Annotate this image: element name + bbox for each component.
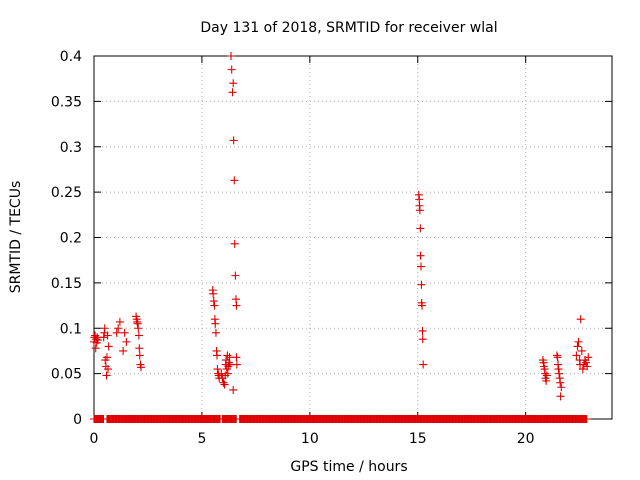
data-point <box>210 301 219 310</box>
data-point <box>230 176 239 185</box>
data-point <box>134 331 143 340</box>
y-tick-label: 0.35 <box>51 94 82 110</box>
data-point <box>417 280 426 289</box>
data-point <box>418 301 427 310</box>
data-point <box>219 378 228 387</box>
y-tick-label: 0.3 <box>60 140 82 156</box>
data-point <box>232 353 241 362</box>
data-point <box>229 385 238 394</box>
data-point <box>115 317 124 326</box>
data-point <box>227 52 236 60</box>
data-point <box>225 360 234 369</box>
data-point <box>227 65 236 74</box>
y-tick-label: 0.1 <box>60 321 82 337</box>
y-tick-label: 0.25 <box>51 185 82 201</box>
data-point <box>577 346 586 355</box>
data-point <box>416 262 425 271</box>
y-tick-label: 0.4 <box>60 49 82 65</box>
data-point <box>223 369 232 378</box>
data-point <box>103 331 112 340</box>
data-point <box>572 351 581 360</box>
data-point <box>102 353 111 362</box>
grid-lines <box>94 56 612 419</box>
x-axis-label: GPS time / hours <box>290 459 407 475</box>
data-points <box>90 52 593 423</box>
data-point <box>419 360 428 369</box>
data-point <box>553 353 562 362</box>
data-point <box>584 353 593 362</box>
data-point <box>224 358 233 367</box>
data-point <box>556 378 565 387</box>
data-point <box>418 326 427 335</box>
data-point <box>135 351 144 360</box>
data-point <box>134 324 143 333</box>
data-point <box>93 336 102 345</box>
data-point <box>228 88 237 97</box>
data-point <box>209 297 218 306</box>
x-tick-label: 10 <box>301 431 319 447</box>
data-point <box>220 380 229 389</box>
data-point <box>211 319 220 328</box>
data-point <box>112 328 121 337</box>
data-point <box>230 239 239 248</box>
x-tick-label: 5 <box>197 431 206 447</box>
x-tick-label: 0 <box>90 431 99 447</box>
data-point <box>135 344 144 353</box>
data-point <box>556 392 565 401</box>
data-point <box>225 353 234 362</box>
data-point <box>223 351 232 360</box>
data-point <box>229 79 238 88</box>
y-tick-label: 0.2 <box>60 231 82 247</box>
data-point <box>100 324 109 333</box>
y-tick-label: 0.15 <box>51 276 82 292</box>
y-tick-label: 0 <box>73 412 82 428</box>
data-point <box>542 376 551 385</box>
data-point <box>213 351 222 360</box>
data-point <box>92 335 101 344</box>
data-point <box>99 333 108 342</box>
data-point <box>122 337 131 346</box>
data-point <box>213 365 222 374</box>
data-point <box>133 319 142 328</box>
data-point <box>232 360 241 369</box>
data-point <box>91 344 100 353</box>
data-point <box>120 328 129 337</box>
data-point <box>578 365 587 374</box>
data-point <box>114 324 123 333</box>
data-point <box>418 335 427 344</box>
data-point <box>102 371 111 380</box>
data-point <box>554 365 563 374</box>
data-point <box>416 251 425 260</box>
x-tick-label: 20 <box>517 431 535 447</box>
data-point <box>542 371 551 380</box>
data-point <box>209 289 218 298</box>
data-point <box>104 365 113 374</box>
data-point <box>557 383 566 392</box>
y-tick-label: 0.05 <box>51 367 82 383</box>
data-point <box>552 351 561 360</box>
data-point <box>119 346 128 355</box>
data-point <box>583 362 592 371</box>
data-point <box>416 224 425 233</box>
data-point <box>104 342 113 351</box>
y-axis-label: SRMTID / TECUs <box>8 181 24 294</box>
data-point <box>415 206 424 215</box>
data-point <box>573 342 582 351</box>
data-point <box>232 301 241 310</box>
chart-title: Day 131 of 2018, SRMTID for receiver wla… <box>200 20 497 36</box>
axis-ticks: 0 0.05 0.1 0.15 0.2 0.25 0.3 0.35 0.4 0 5 10 15 20 <box>51 49 612 447</box>
data-point <box>582 358 591 367</box>
data-point <box>229 136 238 145</box>
x-tick-label: 15 <box>409 431 427 447</box>
data-point <box>211 328 220 337</box>
data-point <box>231 271 240 280</box>
data-point <box>224 362 233 371</box>
data-point <box>574 337 583 346</box>
data-point <box>555 369 564 378</box>
data-point <box>576 315 585 324</box>
zero-data-point <box>582 415 591 423</box>
data-point <box>137 363 146 372</box>
